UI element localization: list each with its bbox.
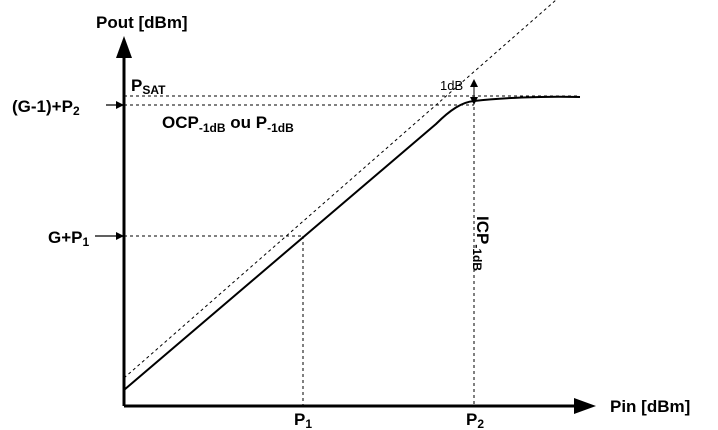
compression-curve	[123, 95, 581, 391]
p2-label: P2	[466, 410, 484, 430]
ocp-label: OCP-1dB ou P-1dB	[162, 113, 294, 135]
x-axis-label: Pin [dBm]	[610, 397, 690, 416]
psat-label: PSAT	[131, 76, 166, 97]
y-axis-label: Pout [dBm]	[96, 13, 188, 32]
y-axis-arrowhead	[116, 36, 132, 58]
gp2-label: (G-1)+P2	[12, 97, 80, 118]
p1-label: P1	[294, 410, 312, 430]
ideal-linear-line	[123, 0, 557, 379]
gp1-label: G+P1	[48, 228, 90, 249]
x-axis-arrowhead	[574, 398, 596, 414]
one-db-label: 1dB	[440, 78, 463, 93]
icp-label: ICP-1dB	[470, 216, 492, 271]
